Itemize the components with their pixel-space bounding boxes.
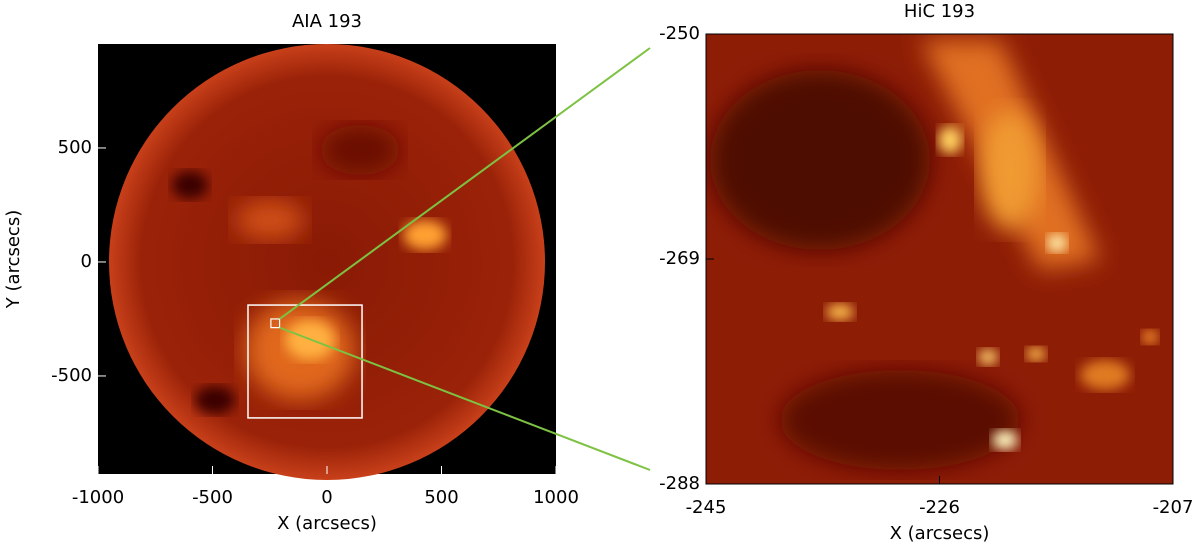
y-tick-label: 500	[58, 137, 92, 158]
x-tick-label: 1000	[533, 487, 579, 508]
y-tick-label: -250	[659, 23, 700, 44]
zoom-line	[279, 47, 651, 320]
x-tick-label: 500	[424, 487, 458, 508]
chart-title: AIA 193	[292, 11, 362, 32]
x-tick-label: -1000	[72, 487, 124, 508]
zoom-box	[270, 318, 281, 329]
y-axis-label: Y (arcsecs)	[3, 210, 24, 309]
x-tick-label: -207	[1153, 497, 1194, 518]
x-tick-label: 0	[321, 487, 332, 508]
y-tick-label: -500	[51, 365, 92, 386]
x-tick-label: -245	[686, 497, 727, 518]
region-box	[247, 304, 363, 419]
zoom-line	[279, 326, 651, 471]
x-axis-label: X (arcsecs)	[890, 523, 990, 544]
x-tick-label: -500	[192, 487, 233, 508]
x-tick-label: -226	[919, 497, 960, 518]
y-tick-label: -269	[659, 248, 700, 269]
x-axis-label: X (arcsecs)	[277, 513, 377, 534]
hic-image	[706, 34, 1173, 484]
aia-image	[98, 44, 556, 480]
y-tick-label: -288	[659, 473, 700, 494]
y-tick-label: 0	[81, 251, 92, 272]
chart-title: HiC 193	[904, 1, 975, 22]
